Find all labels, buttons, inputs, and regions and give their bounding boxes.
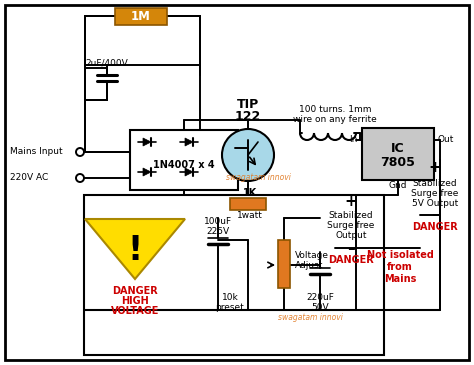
Text: 100uF: 100uF (204, 218, 232, 227)
Text: Stabilized: Stabilized (328, 211, 374, 219)
Text: 225V: 225V (207, 227, 229, 237)
Text: 2uF/400V: 2uF/400V (86, 58, 128, 68)
Text: +: + (345, 195, 357, 210)
Text: DANGER: DANGER (328, 255, 374, 265)
Text: HIGH: HIGH (121, 296, 149, 306)
Text: 1N4007 x 4: 1N4007 x 4 (153, 160, 215, 170)
Bar (130, 130, 238, 190)
Text: wire on any ferrite: wire on any ferrite (293, 115, 377, 124)
Text: 10k: 10k (222, 292, 238, 301)
Text: 122: 122 (235, 111, 261, 123)
Text: Output: Output (335, 231, 367, 239)
Text: 100 turns. 1mm: 100 turns. 1mm (299, 105, 371, 115)
Polygon shape (143, 138, 151, 146)
Text: –: – (347, 241, 355, 256)
Text: Stabilized: Stabilized (413, 178, 457, 188)
Text: Out: Out (438, 135, 455, 145)
Polygon shape (185, 138, 193, 146)
Text: !: ! (128, 234, 143, 266)
Bar (84, 195, 384, 355)
Text: 1K: 1K (243, 188, 257, 198)
Text: swagatam innovi: swagatam innovi (278, 314, 342, 323)
Text: Gnd: Gnd (389, 181, 407, 189)
Bar (115, 8, 167, 25)
Text: 7805: 7805 (381, 155, 415, 169)
Text: DANGER: DANGER (412, 222, 458, 232)
Text: +: + (428, 161, 441, 176)
Text: preset: preset (216, 303, 245, 311)
Text: Surge free: Surge free (328, 220, 374, 230)
Text: VOLTAGE: VOLTAGE (111, 306, 159, 316)
Text: Not isolated: Not isolated (366, 250, 433, 260)
Text: 1M: 1M (131, 10, 151, 23)
Circle shape (222, 129, 274, 181)
Text: 220uF: 220uF (306, 292, 334, 301)
Text: In: In (350, 135, 358, 145)
Circle shape (76, 148, 84, 156)
Text: Mains Input: Mains Input (10, 147, 63, 157)
Text: from: from (387, 262, 413, 272)
Bar (230, 198, 266, 210)
Text: TIP: TIP (237, 99, 259, 111)
Text: DANGER: DANGER (112, 286, 158, 296)
Text: Mains: Mains (384, 274, 416, 284)
Bar (278, 240, 290, 288)
Polygon shape (85, 219, 185, 279)
Text: Adjust: Adjust (295, 261, 323, 269)
Text: IC: IC (391, 142, 405, 155)
Text: swagatam innovi: swagatam innovi (226, 173, 291, 182)
Polygon shape (143, 168, 151, 176)
Text: 50V: 50V (311, 303, 329, 311)
Text: 220V AC: 220V AC (10, 173, 48, 182)
Text: Voltage: Voltage (295, 250, 329, 260)
Text: 1watt: 1watt (237, 211, 263, 219)
Circle shape (76, 174, 84, 182)
Bar (362, 128, 434, 180)
Text: 5V Output: 5V Output (412, 199, 458, 207)
Polygon shape (185, 168, 193, 176)
Text: –: – (431, 207, 439, 223)
Text: Surge free: Surge free (411, 188, 459, 197)
